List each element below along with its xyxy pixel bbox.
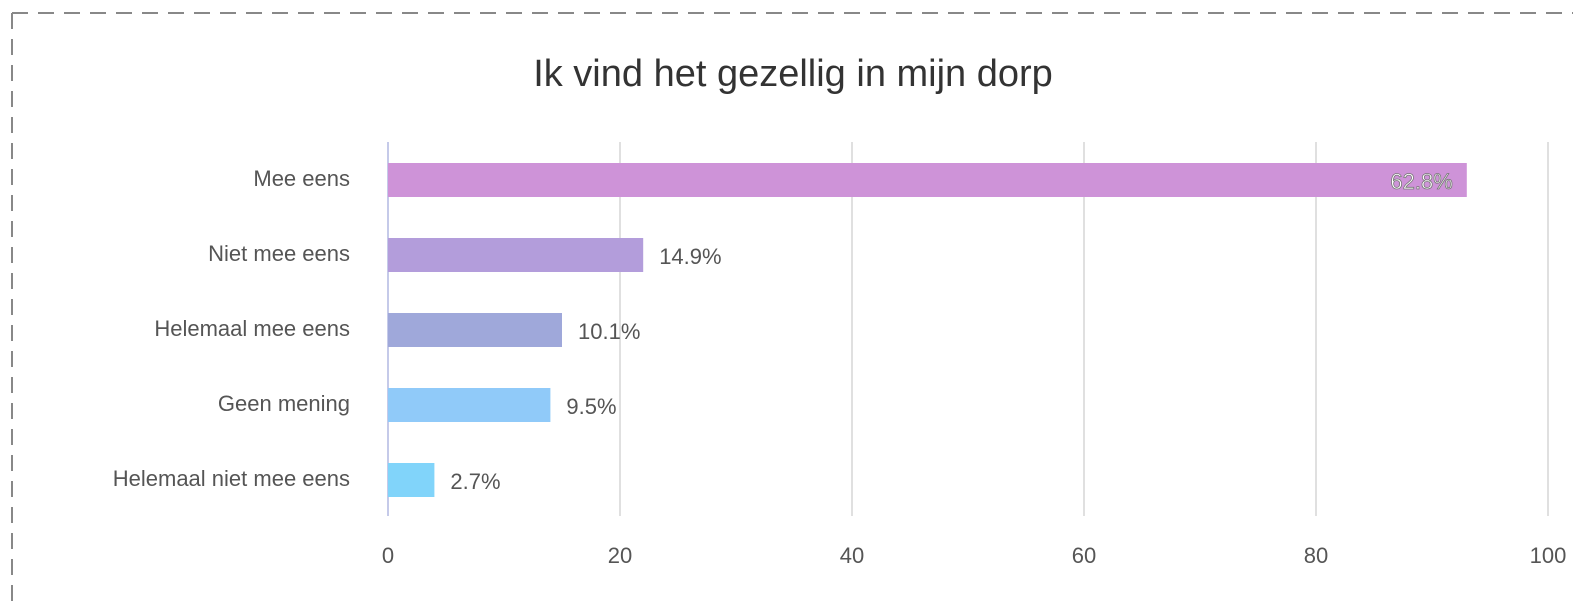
y-tick-label: Helemaal mee eens — [154, 316, 350, 341]
x-tick-label: 60 — [1072, 543, 1096, 568]
value-label: 62.8% — [1390, 169, 1452, 194]
x-tick-label: 0 — [382, 543, 394, 568]
y-tick-label: Geen mening — [218, 391, 350, 416]
bar — [388, 163, 1467, 197]
y-tick-label: Mee eens — [253, 166, 350, 191]
value-label: 2.7% — [450, 469, 500, 494]
x-tick-label: 20 — [608, 543, 632, 568]
x-tick-label: 80 — [1304, 543, 1328, 568]
bar — [388, 388, 551, 422]
value-label: 9.5% — [566, 394, 616, 419]
value-label: 14.9% — [659, 244, 721, 269]
x-tick-label: 40 — [840, 543, 864, 568]
x-tick-label: 100 — [1530, 543, 1567, 568]
bar — [388, 238, 644, 272]
bar — [388, 313, 562, 347]
value-label: 10.1% — [578, 319, 640, 344]
y-tick-label: Niet mee eens — [208, 241, 350, 266]
chart-title: Ik vind het gezellig in mijn dorp — [533, 53, 1053, 95]
y-tick-label: Helemaal niet mee eens — [113, 466, 350, 491]
bar — [388, 463, 435, 497]
